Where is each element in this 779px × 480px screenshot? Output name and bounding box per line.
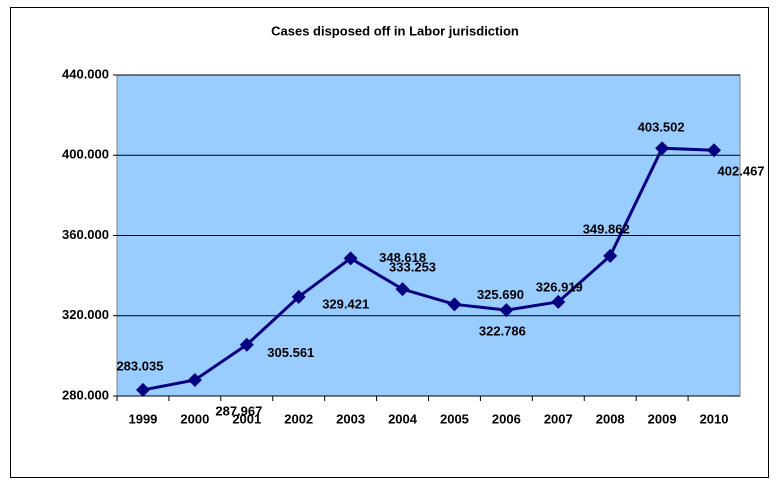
data-label: 322.786 — [479, 324, 526, 339]
data-label: 283.035 — [116, 358, 163, 373]
data-point — [291, 289, 306, 304]
y-tick-label: 320.000 — [62, 307, 109, 322]
data-line — [142, 146, 715, 392]
data-label: 305.561 — [267, 345, 314, 360]
data-label: 403.502 — [638, 120, 685, 135]
data-label: 287.967 — [215, 403, 262, 418]
x-tick-label: 2004 — [388, 411, 418, 426]
data-label: 326.919 — [536, 279, 583, 294]
x-tick-label: 2009 — [648, 411, 677, 426]
x-tick-label: 1999 — [128, 411, 157, 426]
x-tick-label: 2008 — [596, 411, 625, 426]
data-label: 402.467 — [718, 164, 765, 179]
data-label: 329.421 — [322, 296, 369, 311]
data-label: 349.862 — [583, 221, 630, 236]
y-tick-label: 360.000 — [62, 227, 109, 242]
x-tick-label: 2001 — [232, 411, 261, 426]
data-point — [395, 282, 410, 297]
x-tick-label: 2002 — [284, 411, 313, 426]
data-label: 325.690 — [477, 287, 524, 302]
data-point — [603, 248, 618, 263]
y-tick-label: 280.000 — [62, 387, 109, 402]
data-point — [187, 373, 202, 388]
data-point — [239, 337, 254, 352]
x-tick-label: 2005 — [440, 411, 469, 426]
data-label: 348.618 — [379, 250, 426, 265]
x-tick-label: 2010 — [700, 411, 729, 426]
data-point — [343, 251, 358, 266]
data-point — [655, 141, 670, 156]
data-point — [135, 382, 150, 397]
data-point — [499, 303, 514, 318]
y-tick-label: 400.000 — [62, 147, 109, 162]
data-point — [447, 297, 462, 312]
x-tick-label: 2000 — [180, 411, 209, 426]
data-point — [707, 143, 722, 158]
data-point — [551, 294, 566, 309]
x-tick-label: 2006 — [492, 411, 521, 426]
chart-title: Cases disposed off in Labor jurisdiction — [271, 23, 519, 38]
data-label: 333.253 — [389, 260, 436, 275]
x-tick-label: 2007 — [544, 411, 573, 426]
y-tick-label: 440.000 — [62, 66, 109, 81]
x-tick-label: 2003 — [336, 411, 365, 426]
